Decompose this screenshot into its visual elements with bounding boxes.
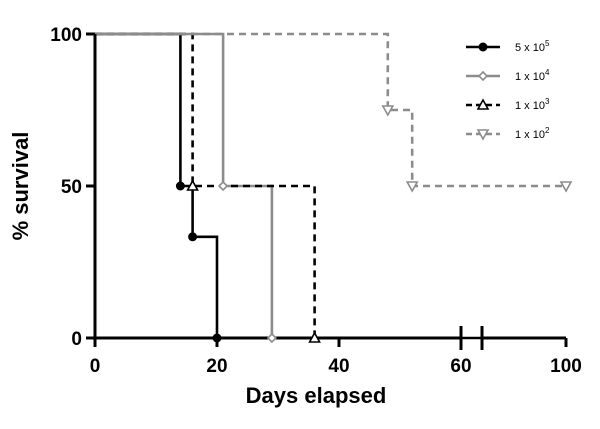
y-axis-title: % survival	[8, 132, 33, 241]
legend-label-exponent: 4	[545, 68, 550, 77]
x-tick-label: 100	[550, 356, 582, 377]
legend-label-exponent: 2	[545, 126, 550, 135]
series-4-marker	[381, 105, 395, 117]
legend-label-base: 1 x 10	[515, 71, 545, 83]
legend-label-exponent: 5	[545, 39, 550, 48]
legend-label-base: 1 x 10	[515, 100, 545, 112]
y-tick-label: 50	[61, 177, 82, 198]
series-2-marker	[217, 180, 229, 192]
legend-label-base: 1 x 10	[515, 129, 545, 141]
markers	[175, 105, 573, 344]
series-4-marker	[405, 181, 419, 193]
legend-label-base: 5 x 10	[515, 42, 545, 54]
series-line-4	[95, 32, 566, 188]
legend-label-3: 1 x 103	[515, 97, 550, 112]
series-1-marker	[175, 181, 185, 191]
legend-label-1: 5 x 105	[515, 39, 550, 54]
legend-marker-1	[478, 42, 488, 52]
legend-label-4: 1 x 102	[515, 126, 550, 141]
axes	[93, 34, 566, 350]
series-line-3	[95, 32, 316, 338]
series-3-marker	[308, 331, 321, 343]
y-tick-label: 100	[50, 25, 82, 46]
plot-area	[95, 32, 566, 340]
series-3-marker	[186, 179, 199, 191]
legend-label-exponent: 3	[545, 97, 550, 106]
legend-marker-4	[476, 129, 490, 141]
x-axis-title: Days elapsed	[246, 383, 387, 408]
x-tick-label: 0	[90, 356, 101, 377]
legend-label-2: 1 x 104	[515, 68, 550, 83]
legend-marker-3	[476, 98, 490, 110]
series-1-marker	[212, 333, 222, 343]
y-tick-label: 0	[71, 329, 82, 350]
series-line-1	[95, 32, 566, 340]
x-tick-label: 60	[450, 356, 471, 377]
x-tick-label: 20	[206, 356, 227, 377]
series-2-marker	[266, 332, 278, 344]
ticks: 0 20 40 60 100 0 50 100	[50, 25, 582, 377]
series-1-marker	[188, 232, 198, 242]
x-tick-label: 40	[328, 356, 349, 377]
series-4-marker	[559, 181, 573, 193]
legend-marker-2	[477, 70, 489, 82]
